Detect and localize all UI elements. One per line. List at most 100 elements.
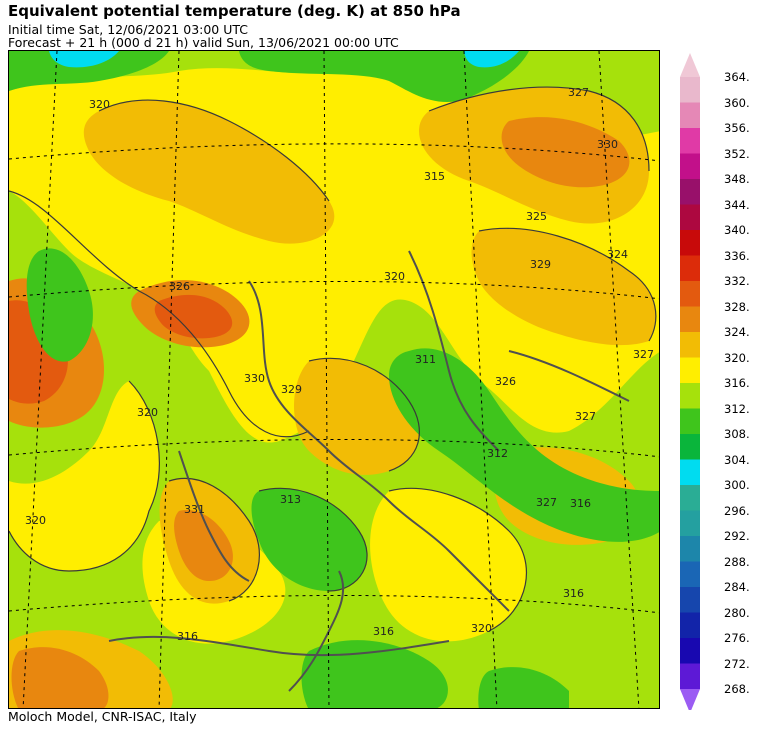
contour-label: 316 xyxy=(570,497,591,510)
colorbar-tick-label: 316. xyxy=(724,376,750,390)
contour-label: 320 xyxy=(384,270,405,283)
colorbar-swatch xyxy=(680,612,700,639)
colorbar-swatch xyxy=(680,204,700,231)
contour-label: 327 xyxy=(633,348,654,361)
contour-label: 320 xyxy=(471,622,492,635)
colorbar-tick-label: 340. xyxy=(724,223,750,237)
colorbar-tick-label: 356. xyxy=(724,121,750,135)
field-328-corner xyxy=(11,647,109,708)
contour-label: 330 xyxy=(244,372,265,385)
contour-label: 316 xyxy=(177,630,198,643)
contour-label: 313 xyxy=(280,493,301,506)
colorbar-swatch xyxy=(680,102,700,129)
contour-lines xyxy=(9,86,657,632)
field-312-center xyxy=(389,348,659,542)
contour-label: 327 xyxy=(568,86,589,99)
colorbar-swatch xyxy=(680,663,700,690)
field-312-north xyxy=(239,51,529,102)
contour-label: 326 xyxy=(495,375,516,388)
colorbar-tick-label: 360. xyxy=(724,95,750,110)
colorbar-tick-label: 336. xyxy=(724,248,750,263)
map-title: Equivalent potential temperature (deg. K… xyxy=(8,2,461,20)
colorbar-tick-label: 332. xyxy=(724,274,750,288)
field-324-east xyxy=(471,228,656,346)
contour-label: 312 xyxy=(487,447,508,460)
lat-lon-grid xyxy=(9,51,659,708)
field-312-bottom xyxy=(301,640,448,708)
colorbar-tick-label: 312. xyxy=(724,401,750,416)
field-312-bottom-east xyxy=(478,667,569,708)
contour-label: 320 xyxy=(89,98,110,111)
colorbar-tick-label: 272. xyxy=(724,656,750,671)
colorbar-swatch xyxy=(680,638,700,664)
colorbar-swatch xyxy=(680,408,700,435)
field-332-center xyxy=(154,294,233,339)
colorbar-swatch xyxy=(680,128,700,154)
colorbar-swatch xyxy=(680,459,700,486)
field-328-southwest xyxy=(174,510,233,581)
colorbar-tick-label: 324. xyxy=(724,325,750,339)
contour-label: 316 xyxy=(563,587,584,600)
colorbar-swatch xyxy=(680,230,700,256)
contour-label: 330 xyxy=(597,138,618,151)
field-312-west xyxy=(26,248,93,362)
contour-label: 320 xyxy=(137,406,158,419)
contour-label: 327 xyxy=(575,410,596,423)
colorbar-swatch xyxy=(680,281,700,307)
colorbar-tick-label: 348. xyxy=(724,172,750,186)
theta-e-map: 320 327 330 325 324 329 320 315 326 329 330 311 326 3… xyxy=(8,50,660,709)
contour-label: 320 xyxy=(25,514,46,527)
colorbar-tick-label: 292. xyxy=(724,529,750,543)
colorbar-tick-label: 280. xyxy=(724,605,750,620)
colorbar-swatch xyxy=(680,561,700,588)
field-324-center xyxy=(294,358,420,475)
colorbar-swatch xyxy=(680,587,700,613)
colorbar-tick-label: 344. xyxy=(724,197,750,212)
colorbar-swatch xyxy=(680,179,700,205)
colorbar-legend: 364. 360. 356. 352. 348. 344. 340. 336. 332. 328.… xyxy=(678,50,760,713)
colorbar-swatch xyxy=(680,383,700,409)
contour-label: 329 xyxy=(281,383,302,396)
colorbar-swatch xyxy=(680,357,700,384)
colorbar-tick-label: 320. xyxy=(724,350,750,365)
forecast-valid-label: Forecast + 21 h (000 d 21 h) valid Sun, … xyxy=(8,35,399,50)
colorbar-swatch xyxy=(680,306,700,333)
contour-label: 316 xyxy=(373,625,394,638)
field-308-northwest xyxy=(49,51,119,68)
colorbar-tick-label: 296. xyxy=(724,503,750,518)
colorbar-tick-label: 268. xyxy=(724,682,750,696)
colorbar-swatch xyxy=(680,510,700,537)
contour-label: 326 xyxy=(169,280,190,293)
colorbar-bottom-arrow xyxy=(680,689,700,713)
colorbar-tick-label: 284. xyxy=(724,580,750,594)
contour-label: 324 xyxy=(607,248,628,261)
colorbar-tick-label: 308. xyxy=(724,427,750,441)
colorbar-swatches xyxy=(680,53,700,713)
colorbar-swatch xyxy=(680,332,700,358)
field-308-north xyxy=(464,51,519,68)
colorbar-tick-label: 364. xyxy=(724,70,750,84)
field-312-south xyxy=(251,488,368,591)
field-324-north xyxy=(83,100,335,244)
colorbar-tick-label: 300. xyxy=(724,478,750,492)
contour-label: 311 xyxy=(415,353,436,366)
colorbar-swatch xyxy=(680,77,700,103)
field-320-west xyxy=(9,381,160,571)
colorbar-swatch xyxy=(680,434,700,460)
colorbar-swatch xyxy=(680,255,700,282)
contour-label: 329 xyxy=(530,258,551,271)
colorbar-top-arrow xyxy=(680,53,700,77)
colorbar-swatch xyxy=(680,536,700,562)
map-canvas xyxy=(9,51,659,708)
field-312-northwest xyxy=(9,51,169,91)
model-credit: Moloch Model, CNR-ISAC, Italy xyxy=(8,709,197,724)
contour-label: 325 xyxy=(526,210,547,223)
colorbar-tick-label: 352. xyxy=(724,146,750,161)
contour-label: 327 xyxy=(536,496,557,509)
colorbar-swatch xyxy=(680,153,700,180)
contour-label: 331 xyxy=(184,503,205,516)
colorbar-tick-label: 288. xyxy=(724,554,750,569)
coastlines xyxy=(108,250,630,692)
colorbar-tick-label: 276. xyxy=(724,631,750,645)
field-328-northeast xyxy=(501,117,630,188)
